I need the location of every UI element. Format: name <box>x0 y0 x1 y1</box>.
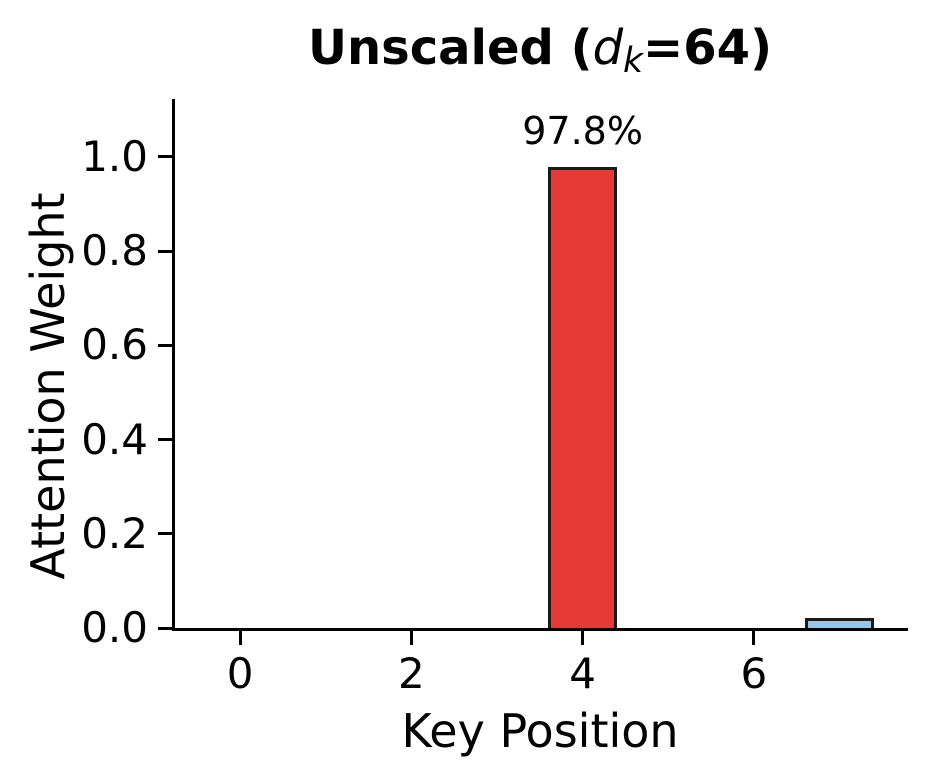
y-tick-mark <box>158 249 172 253</box>
y-tick-label: 0.0 <box>81 603 148 652</box>
x-axis-label: Key Position <box>401 704 679 758</box>
x-tick-mark <box>238 631 242 645</box>
plot-area: 97.8% <box>172 99 908 631</box>
bar-x7 <box>805 617 874 628</box>
y-tick-label: 0.8 <box>81 226 148 276</box>
x-tick-mark <box>409 631 413 645</box>
x-tick-label: 4 <box>569 649 596 698</box>
y-tick-mark <box>158 532 172 536</box>
title-suffix: =64) <box>643 20 772 76</box>
y-axis-ticks: 0.0 0.2 0.4 0.6 0.8 1.0 <box>0 99 172 652</box>
title-prefix: Unscaled ( <box>307 20 593 76</box>
x-axis-ticks: 0 2 4 6 <box>175 631 908 706</box>
y-tick-mark <box>158 438 172 442</box>
bar-x4 <box>548 167 617 628</box>
title-math-var: d <box>592 20 624 76</box>
x-tick-mark <box>752 631 756 645</box>
title-math-subscript: k <box>623 40 644 81</box>
y-tick-mark <box>158 155 172 159</box>
x-tick-label: 6 <box>740 649 768 698</box>
y-tick-label: 0.2 <box>81 508 148 558</box>
bar-value-label: 97.8% <box>522 109 643 154</box>
x-tick-mark <box>581 631 585 645</box>
y-tick-mark <box>158 343 172 347</box>
y-tick-label: 1.0 <box>81 131 148 181</box>
x-tick-label: 2 <box>397 649 425 698</box>
y-tick-label: 0.4 <box>81 414 148 464</box>
y-tick-label: 0.6 <box>81 320 148 370</box>
y-tick-mark <box>158 626 172 630</box>
chart-title: Unscaled (dk=64) <box>172 20 908 81</box>
x-tick-label: 0 <box>226 649 254 698</box>
